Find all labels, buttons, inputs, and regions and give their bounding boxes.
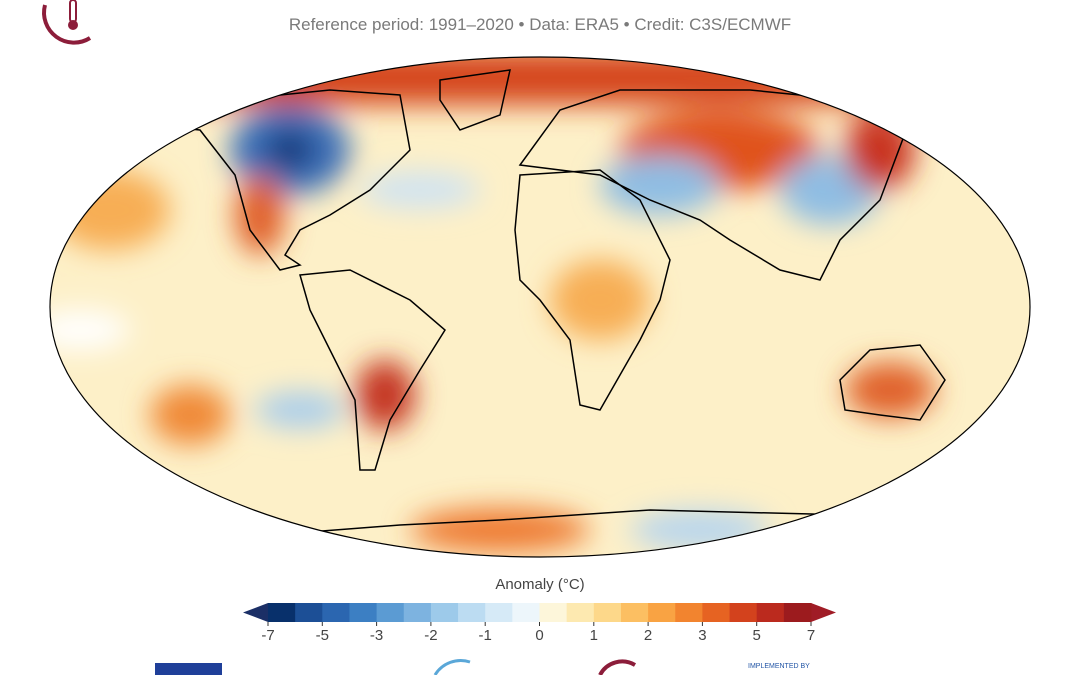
colorbar-tick-label: -3 bbox=[370, 627, 383, 644]
colorbar-swatch bbox=[485, 603, 513, 622]
colorbar-swatch bbox=[756, 603, 785, 622]
colorbar-tick-label: 3 bbox=[698, 627, 706, 644]
colorbar-swatch bbox=[322, 603, 350, 622]
colorbar-swatch bbox=[349, 603, 378, 622]
colorbar-tick-label: 5 bbox=[753, 627, 761, 644]
map-border bbox=[49, 56, 1031, 558]
colorbar-swatch bbox=[620, 603, 649, 622]
colorbar-swatch bbox=[675, 603, 703, 622]
colorbar: -7 -5 -3 -2 -1 0 1 2 3 5 7 bbox=[243, 603, 836, 644]
footer-logos: IMPLEMENTED BY bbox=[155, 659, 810, 677]
colorbar-over bbox=[811, 603, 836, 622]
colorbar-under bbox=[243, 603, 268, 622]
colorbar-swatch bbox=[539, 603, 568, 622]
colorbar-tick-label: 0 bbox=[535, 627, 543, 644]
colorbar-swatch bbox=[512, 603, 540, 622]
colorbar-tick-label: -2 bbox=[424, 627, 437, 644]
colorbar-tick-label: 7 bbox=[807, 627, 815, 644]
implemented-by: IMPLEMENTED BY bbox=[748, 663, 810, 670]
colorbar-swatch bbox=[648, 603, 676, 622]
top-logo bbox=[42, 0, 92, 45]
colorbar-tick-label: 1 bbox=[590, 627, 598, 644]
colorbar-tick-label: -1 bbox=[479, 627, 492, 644]
colorbar-swatch bbox=[430, 603, 459, 622]
colorbar-swatch bbox=[566, 603, 595, 622]
colorbar-swatch bbox=[295, 603, 323, 622]
map bbox=[50, 57, 1030, 557]
colorbar-swatch bbox=[783, 603, 812, 622]
colorbar-tick-label: 2 bbox=[644, 627, 652, 644]
colorbar-swatch bbox=[458, 603, 486, 622]
colorbar-swatch bbox=[729, 603, 758, 622]
colorbar-label: Anomaly (°C) bbox=[495, 576, 584, 593]
colorbar-swatch bbox=[268, 603, 296, 622]
colorbar-swatch bbox=[376, 603, 405, 622]
colorbar-swatch bbox=[403, 603, 432, 622]
colorbar-swatch bbox=[702, 603, 731, 622]
colorbar-tick-label: -5 bbox=[316, 627, 329, 644]
colorbar-swatch bbox=[593, 603, 622, 622]
colorbar-tick-label: -7 bbox=[261, 627, 274, 644]
subtitle: Reference period: 1991–2020 • Data: ERA5… bbox=[289, 15, 791, 34]
